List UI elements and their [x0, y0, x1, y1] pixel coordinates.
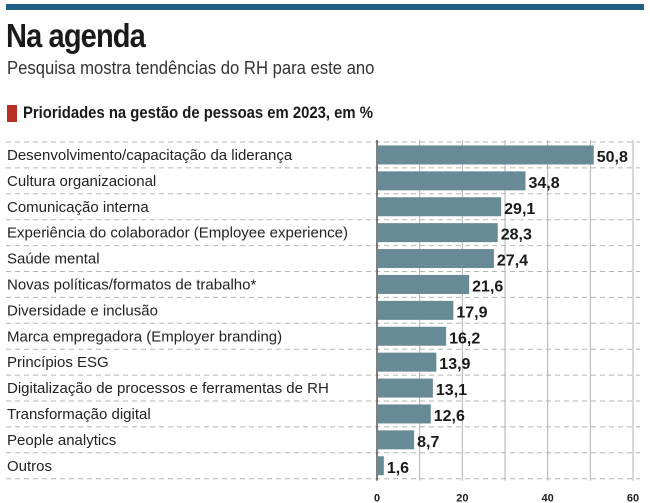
page-title: Na agenda: [6, 17, 146, 54]
page-subtitle: Pesquisa mostra tendências do RH para es…: [7, 57, 375, 78]
category-label: Novas políticas/formatos de trabalho*: [7, 276, 256, 293]
bar: [377, 378, 433, 398]
category-label: Comunicação interna: [7, 199, 149, 216]
value-label: 21,6: [472, 278, 503, 295]
value-label: 16,2: [449, 330, 480, 347]
bar: [377, 197, 502, 217]
value-label: 13,9: [439, 356, 470, 373]
value-label: 12,6: [434, 408, 465, 425]
bar: [377, 223, 498, 243]
x-tick-label: 0: [374, 493, 380, 503]
bar: [377, 274, 470, 294]
bar: [377, 430, 415, 450]
bar: [377, 404, 431, 424]
category-label: Digitalização de processos e ferramentas…: [7, 380, 329, 397]
bar: [377, 456, 384, 476]
bar: [377, 300, 454, 320]
value-label: 8,7: [417, 434, 439, 451]
x-tick-label: 20: [456, 493, 468, 503]
category-label: Marca empregadora (Employer branding): [7, 328, 282, 345]
bar: [377, 352, 437, 372]
x-tick-label: 60: [627, 493, 639, 503]
category-label: Cultura organizacional: [7, 173, 156, 190]
value-label: 1,6: [387, 460, 409, 477]
category-label: Desenvolvimento/capacitação da liderança: [7, 147, 293, 164]
value-label: 27,4: [497, 253, 528, 270]
category-label: Transformação digital: [7, 406, 151, 423]
value-label: 34,8: [528, 175, 559, 192]
chart-title-text: Prioridades na gestão de pessoas em 2023…: [23, 103, 373, 122]
category-label: Outros: [7, 458, 52, 475]
category-label: People analytics: [7, 432, 116, 449]
value-label: 17,9: [456, 304, 487, 321]
bar: [377, 326, 447, 346]
chart-title: Prioridades na gestão de pessoas em 2023…: [7, 103, 412, 123]
section-marker-icon: [7, 104, 17, 122]
category-label: Diversidade e inclusão: [7, 302, 158, 319]
bar: [377, 171, 526, 191]
category-label: Experiência do colaborador (Employee exp…: [7, 225, 348, 242]
category-label: Saúde mental: [7, 251, 100, 268]
value-label: 28,3: [501, 227, 532, 244]
bar: [377, 249, 494, 269]
value-label: 13,1: [436, 382, 467, 399]
x-tick-label: 40: [542, 493, 554, 503]
value-label: 50,8: [597, 149, 628, 166]
category-label: Princípios ESG: [7, 354, 109, 371]
value-label: 29,1: [504, 201, 535, 218]
top-accent-bar: [6, 4, 644, 10]
bar: [377, 145, 594, 165]
